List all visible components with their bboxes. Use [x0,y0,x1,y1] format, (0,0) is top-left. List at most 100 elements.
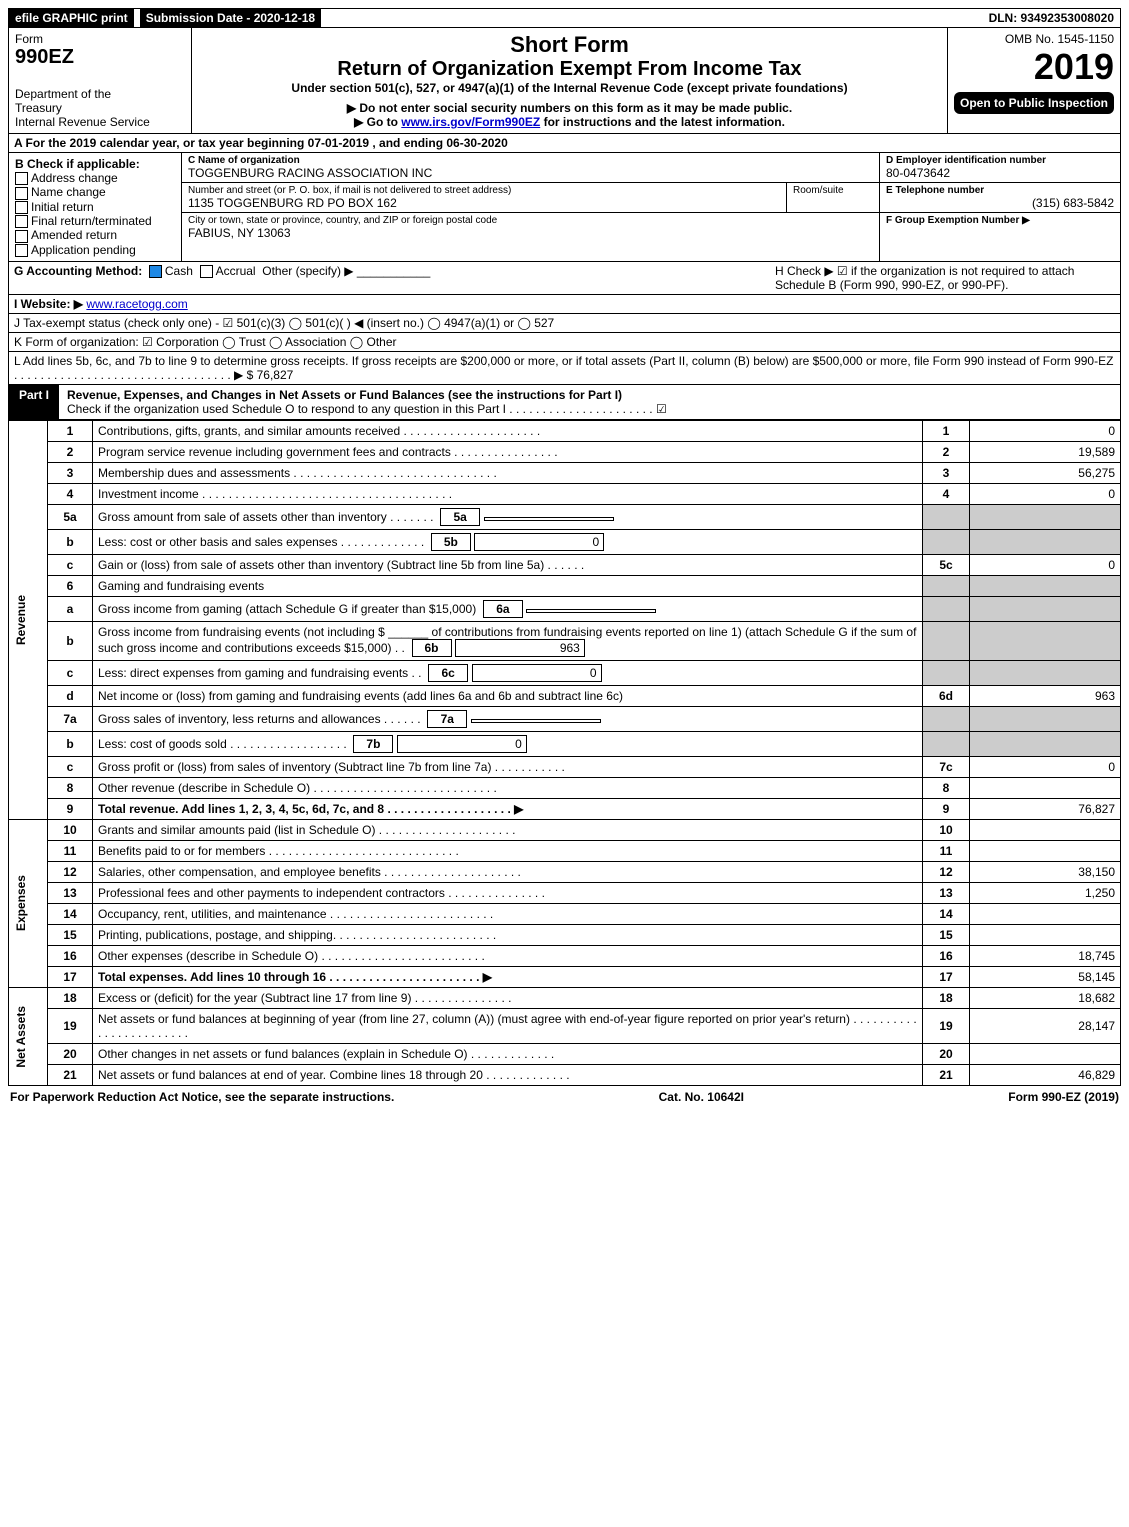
warn2-post: for instructions and the latest informat… [544,115,785,129]
section-k: K Form of organization: ☑ Corporation ◯ … [8,333,1121,352]
part-i-subtitle: Check if the organization used Schedule … [67,402,667,416]
line-6c: c Less: direct expenses from gaming and … [9,660,1121,685]
sections-g-h: G Accounting Method: Cash Accrual Other … [8,262,1121,295]
form-header: Form 990EZ Department of the Treasury In… [8,28,1121,134]
top-bar: efile GRAPHIC print Submission Date - 20… [8,8,1121,28]
line-6d: dNet income or (loss) from gaming and fu… [9,685,1121,706]
other-specify-label: Other (specify) ▶ [262,264,353,278]
telephone-value: (315) 683-5842 [886,196,1114,210]
line-11: 11Benefits paid to or for members . . . … [9,840,1121,861]
section-l-text: L Add lines 5b, 6c, and 7b to line 9 to … [9,352,1120,384]
org-city: FABIUS, NY 13063 [188,226,873,240]
chk-address-change[interactable]: Address change [15,171,175,185]
dept-line3: Internal Revenue Service [15,115,185,129]
section-a-text: A For the 2019 calendar year, or tax yea… [9,134,513,152]
line-6: 6Gaming and fundraising events [9,575,1121,596]
part-i-title: Revenue, Expenses, and Changes in Net As… [67,388,622,402]
revenue-side-label: Revenue [14,595,28,645]
line-16: 16Other expenses (describe in Schedule O… [9,945,1121,966]
footer-center: Cat. No. 10642I [659,1090,744,1104]
chk-final-return[interactable]: Final return/terminated [15,214,175,228]
cash-label: Cash [165,264,193,278]
submission-date-label: Submission Date - 2020-12-18 [140,9,321,27]
line-8: 8Other revenue (describe in Schedule O) … [9,777,1121,798]
main-title: Return of Organization Exempt From Incom… [198,58,941,81]
irs-link[interactable]: www.irs.gov/Form990EZ [401,115,540,129]
section-b-heading: B Check if applicable: [15,157,175,171]
chk-initial-return[interactable]: Initial return [15,200,175,214]
section-g-label: G Accounting Method: [14,264,142,278]
org-address: 1135 TOGGENBURG RD PO BOX 162 [188,196,780,210]
section-i: I Website: ▶ www.racetogg.com [8,295,1121,314]
addr-label: Number and street (or P. O. box, if mail… [188,185,780,196]
line-17: 17Total expenses. Add lines 10 through 1… [9,966,1121,987]
sections-b-to-f: B Check if applicable: Address change Na… [8,153,1121,262]
efile-print-button[interactable]: efile GRAPHIC print [9,9,134,27]
chk-amended-return[interactable]: Amended return [15,228,175,242]
line-5b: b Less: cost or other basis and sales ex… [9,529,1121,554]
dept-line1: Department of the [15,87,185,101]
org-name: TOGGENBURG RACING ASSOCIATION INC [188,166,873,180]
form-number: 990EZ [15,46,185,69]
netassets-side-label: Net Assets [14,1006,28,1068]
line-6b: b Gross income from fundraising events (… [9,621,1121,660]
warn2-pre: ▶ Go to [354,115,401,129]
open-to-public: Open to Public Inspection [954,92,1114,114]
section-a: A For the 2019 calendar year, or tax yea… [8,134,1121,153]
chk-name-change[interactable]: Name change [15,185,175,199]
line-5c: cGain or (loss) from sale of assets othe… [9,554,1121,575]
section-j: J Tax-exempt status (check only one) - ☑… [8,314,1121,333]
ein-value: 80-0473642 [886,166,1114,180]
line-15: 15Printing, publications, postage, and s… [9,924,1121,945]
line-10: Expenses 10Grants and similar amounts pa… [9,819,1121,840]
line-4: 4Investment income . . . . . . . . . . .… [9,483,1121,504]
section-e-label: E Telephone number [886,185,1114,196]
warn-line-2: ▶ Go to www.irs.gov/Form990EZ for instru… [198,115,941,129]
line-12: 12Salaries, other compensation, and empl… [9,861,1121,882]
accrual-label: Accrual [216,264,256,278]
line-13: 13Professional fees and other payments t… [9,882,1121,903]
room-suite-label: Room/suite [786,183,879,212]
section-c-label: C Name of organization [188,155,873,166]
footer-left: For Paperwork Reduction Act Notice, see … [10,1090,394,1104]
chk-cash[interactable] [149,265,162,278]
part-i-heading: Part I Revenue, Expenses, and Changes in… [8,385,1121,420]
line-14: 14Occupancy, rent, utilities, and mainte… [9,903,1121,924]
dln-label: DLN: 93492353008020 [983,9,1120,27]
tax-year: 2019 [954,46,1114,88]
line-1: Revenue 1 Contributions, gifts, grants, … [9,420,1121,441]
part-i-label: Part I [9,385,59,419]
form-word: Form [15,32,185,46]
footer-right: Form 990-EZ (2019) [1008,1090,1119,1104]
section-k-text: K Form of organization: ☑ Corporation ◯ … [9,333,402,351]
line-7b: b Less: cost of goods sold . . . . . . .… [9,731,1121,756]
section-f-label: F Group Exemption Number ▶ [886,215,1114,226]
line-18: Net Assets 18Excess or (deficit) for the… [9,987,1121,1008]
website-link[interactable]: www.racetogg.com [86,297,187,311]
line-19: 19Net assets or fund balances at beginni… [9,1008,1121,1043]
chk-application-pending[interactable]: Application pending [15,243,175,257]
line-20: 20Other changes in net assets or fund ba… [9,1043,1121,1064]
line-5a: 5a Gross amount from sale of assets othe… [9,504,1121,529]
subtitle: Under section 501(c), 527, or 4947(a)(1)… [198,81,941,95]
short-form-title: Short Form [198,32,941,58]
section-h-text: H Check ▶ ☑ if the organization is not r… [770,262,1120,294]
line-3: 3Membership dues and assessments . . . .… [9,462,1121,483]
dept-line2: Treasury [15,101,185,115]
line-7a: 7a Gross sales of inventory, less return… [9,706,1121,731]
page-footer: For Paperwork Reduction Act Notice, see … [8,1086,1121,1104]
line-6a: a Gross income from gaming (attach Sched… [9,596,1121,621]
omb-number: OMB No. 1545-1150 [954,32,1114,46]
line-7c: cGross profit or (loss) from sales of in… [9,756,1121,777]
line-21: 21Net assets or fund balances at end of … [9,1064,1121,1085]
section-i-label: I Website: ▶ [14,297,83,311]
chk-accrual[interactable] [200,265,213,278]
line-9: 9Total revenue. Add lines 1, 2, 3, 4, 5c… [9,798,1121,819]
section-l: L Add lines 5b, 6c, and 7b to line 9 to … [8,352,1121,385]
section-d-label: D Employer identification number [886,155,1114,166]
expenses-side-label: Expenses [14,875,28,931]
section-j-text: J Tax-exempt status (check only one) - ☑… [9,314,559,332]
line-2: 2Program service revenue including gover… [9,441,1121,462]
city-label: City or town, state or province, country… [188,215,873,226]
part-i-table: Revenue 1 Contributions, gifts, grants, … [8,420,1121,1086]
